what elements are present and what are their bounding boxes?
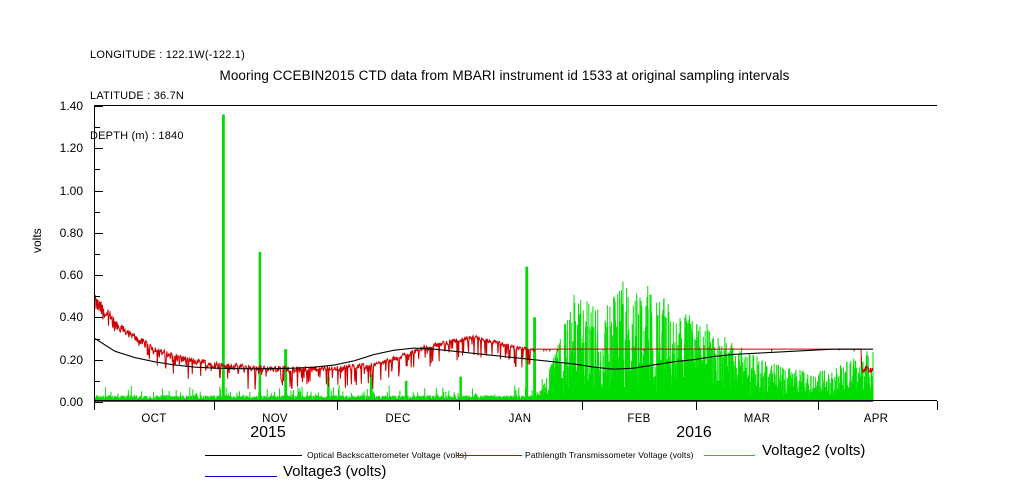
x-label-dec: DEC <box>385 413 411 425</box>
plot-area: 0.00 0.20 0.40 0.60 0.80 1.00 1.20 1.40 <box>60 99 937 409</box>
y-tick-5 <box>95 190 103 192</box>
series-optical-backscatterometer <box>95 338 873 370</box>
y-label-7: 1.40 <box>59 99 83 113</box>
y-axis-title: volts <box>30 228 44 253</box>
legend-swatch-optical-backscatterometer <box>205 455 302 456</box>
y-tick-0 <box>95 402 103 403</box>
y-label-1: 0.20 <box>59 352 83 367</box>
legend-label-voltage3: Voltage3 (volts) <box>283 463 387 480</box>
y-tick-7 <box>95 106 103 107</box>
x-label-mar: MAR <box>743 413 771 425</box>
legend-label-voltage2: Voltage2 (volts) <box>762 442 866 459</box>
y-tick-minor-4 <box>95 211 100 213</box>
y-tick-minor-2 <box>95 296 100 298</box>
x-tick-start <box>94 401 95 410</box>
series-canvas <box>95 114 874 402</box>
y-tick-minor-0 <box>95 380 100 382</box>
x-year-label-2016: 2016 <box>676 424 712 441</box>
y-tick-4 <box>95 232 103 234</box>
chart-title: Mooring CCEBIN2015 CTD data from MBARI i… <box>219 68 790 83</box>
series-voltage2 <box>95 114 874 402</box>
legend-swatch-voltage3 <box>205 476 277 477</box>
station-metadata: LONGITUDE : 122.1W(-122.1) LATITUDE : 36… <box>90 22 245 157</box>
x-label-jan: JAN <box>508 413 532 425</box>
y-tick-minor-5 <box>95 169 100 171</box>
y-tick-minor-1 <box>95 338 100 340</box>
x-label-nov: NOV <box>262 413 288 425</box>
y-label-4: 0.80 <box>59 225 83 240</box>
x-tick-dec-jan <box>459 401 460 410</box>
x-tick-end <box>937 401 938 410</box>
y-label-2: 0.40 <box>59 310 83 325</box>
x-label-apr: APR <box>863 413 889 425</box>
series-pathlength-transmissometer <box>95 295 874 390</box>
x-tick-feb-mar <box>696 401 697 410</box>
y-tick-2 <box>95 317 103 319</box>
x-axis <box>94 400 937 401</box>
depth-text: DEPTH (m) : 1840 <box>90 130 184 142</box>
x-label-oct: OCT <box>141 413 167 425</box>
longitude-text: LONGITUDE : 122.1W(-122.1) <box>90 49 245 61</box>
y-tick-minor-6 <box>95 127 100 129</box>
x-label-feb: FEB <box>627 413 651 425</box>
x-tick-nov-dec <box>337 401 338 410</box>
y-tick-3 <box>95 275 103 277</box>
latitude-text: LATITUDE : 36.7N <box>90 89 185 102</box>
y-label-6: 1.20 <box>59 141 83 156</box>
y-label-0: 0.00 <box>59 395 83 409</box>
y-tick-minor-3 <box>95 254 100 255</box>
y-label-3: 0.60 <box>59 268 83 283</box>
legend-swatch-voltage2 <box>704 455 755 456</box>
x-year-label-2015: 2015 <box>250 424 286 441</box>
y-tick-1 <box>95 359 103 361</box>
legend-label-pathlength-transmissometer: Pathlength Transmissometer Voltage (volt… <box>525 450 694 460</box>
x-tick-jan-feb <box>582 401 583 410</box>
legend-label-optical-backscatterometer: Optical Backscatterometer Voltage (volts… <box>307 450 467 460</box>
y-label-5: 1.00 <box>59 183 83 198</box>
x-tick-oct-nov <box>214 401 215 410</box>
x-tick-mar-apr <box>818 401 819 410</box>
y-tick-6 <box>95 148 103 150</box>
legend-swatch-pathlength-transmissometer <box>456 455 522 456</box>
